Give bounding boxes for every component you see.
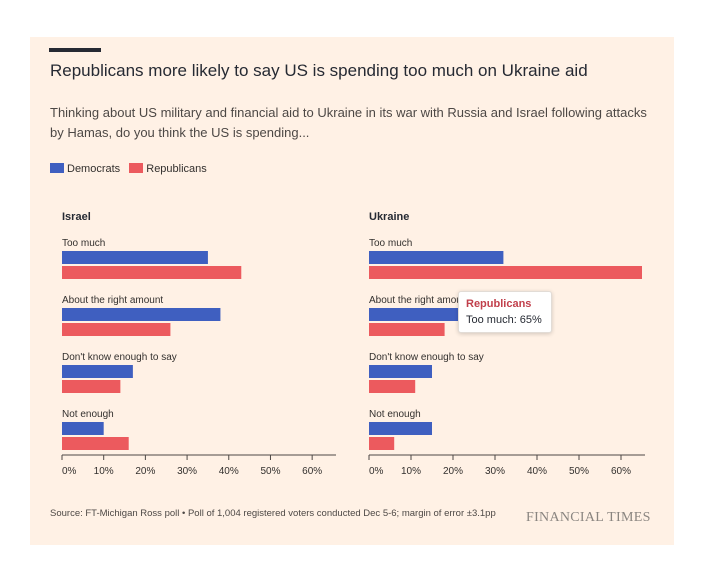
bar-israel-republicans [62,380,121,393]
legend-item-republicans[interactable]: Republicans [129,163,207,175]
legend-swatch-republicans [129,163,144,173]
x-tick-label: 10% [94,466,114,477]
panel-title-israel: Israel [62,211,91,223]
x-tick-label: 0% [369,466,384,477]
category-label: Too much [369,238,412,249]
bar-israel-republicans [62,437,129,450]
bar-ukraine-republicans [369,437,395,450]
bar-ukraine-democrats [369,422,432,435]
x-tick-label: 30% [177,466,197,477]
legend-label-republicans: Republicans [146,163,207,175]
bar-ukraine-democrats [369,365,432,378]
x-tick-label: 10% [401,466,421,477]
x-tick-label: 40% [219,466,239,477]
x-tick-label: 20% [135,466,155,477]
category-label: About the right amount [369,295,470,306]
legend-item-democrats[interactable]: Democrats [50,163,120,175]
legend: Democrats Republicans [50,163,213,175]
bar-israel-republicans [62,323,171,336]
bar-israel-democrats [62,251,208,264]
x-tick-label: 20% [443,466,463,477]
category-label: Not enough [62,409,114,420]
bar-charts: Israel Too much About the right amount Don'… [61,211,645,477]
category-label: Not enough [369,409,421,420]
brand-logo: FINANCIAL TIMES [526,510,651,525]
hover-tooltip: Republicans Too much: 65% [458,291,552,333]
source-note: Source: FT-Michigan Ross poll • Poll of … [50,508,496,519]
panel-title-ukraine: Ukraine [369,211,409,223]
bar-ukraine-democrats [369,251,504,264]
x-tick-label: 60% [611,466,631,477]
top-rule [49,48,101,52]
category-label: Don't know enough to say [369,352,484,363]
chart-card: Republicans more likely to say US is spe… [30,37,674,545]
x-tick-label: 40% [527,466,547,477]
x-tick-label: 0% [62,466,77,477]
bar-israel-democrats [62,365,133,378]
x-tick-label: 60% [302,466,322,477]
bar-israel-republicans [62,266,242,279]
x-tick-label: 50% [569,466,589,477]
bar-israel-democrats [62,422,104,435]
chart-title: Republicans more likely to say US is spe… [50,61,588,80]
legend-label-democrats: Democrats [67,163,121,175]
x-tick-label: 30% [485,466,505,477]
tooltip-series: Republicans [466,298,532,310]
tooltip-value: Too much: 65% [466,314,542,326]
bar-ukraine-republicans [369,323,445,336]
category-label: Too much [62,238,105,249]
bar-ukraine-republicans [369,266,642,279]
x-tick-label: 50% [260,466,280,477]
category-label: Don't know enough to say [62,352,177,363]
legend-swatch-democrats [50,163,64,173]
bar-israel-democrats [62,308,221,321]
category-label: About the right amount [62,295,163,306]
bar-ukraine-republicans [369,380,416,393]
chart-subtitle: Thinking about US military and financial… [50,105,647,140]
